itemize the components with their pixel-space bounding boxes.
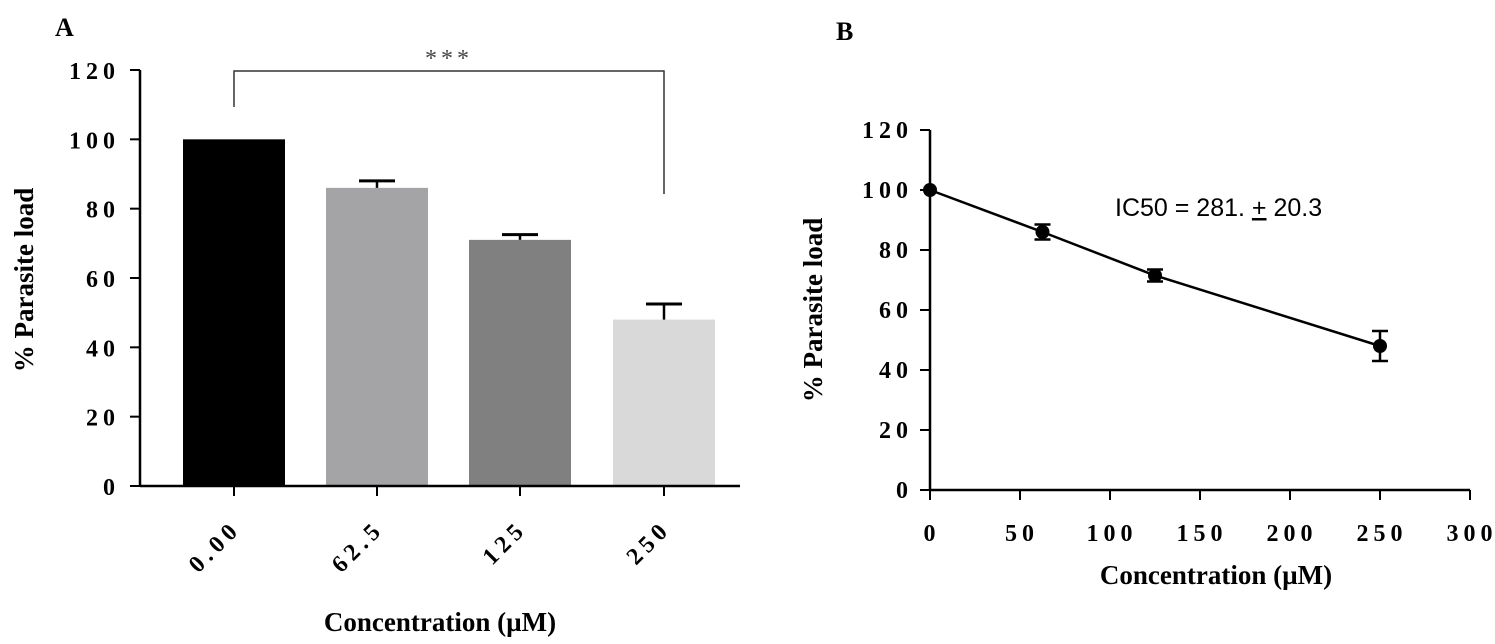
y-tick-label: 120 <box>862 118 913 144</box>
ic50-plus-minus: + <box>1252 194 1267 222</box>
ic50-suffix: 20.3 <box>1267 194 1323 222</box>
bar-125 <box>469 239 571 486</box>
y-tick-label: 40 <box>86 336 120 362</box>
y-tick-label: 100 <box>862 178 913 204</box>
x-tick-label: 100 <box>1087 521 1138 547</box>
ic50-annotation: IC50 = 281. + 20.3 <box>1115 194 1322 222</box>
point-group <box>923 183 1387 353</box>
bar-group <box>183 139 715 487</box>
panel-label-b: B <box>836 17 853 46</box>
y-tick-label: 60 <box>879 298 913 324</box>
error-bar-group <box>359 179 682 320</box>
y-tick-label: 0 <box>103 475 120 501</box>
x-axis-title-a: Concentration (µM) <box>324 607 556 637</box>
y-tick-label: 20 <box>879 418 913 444</box>
x-tick-label: 62.5 <box>327 516 389 578</box>
data-point-0 <box>923 183 937 197</box>
y-axis-title-b: % Parasite load <box>798 218 828 402</box>
x-ticks-a: 0.00 62.5 125 250 <box>184 486 676 578</box>
y-ticks-a: 0 20 40 60 80 100 120 <box>69 59 140 501</box>
x-tick-label: 250 <box>622 516 676 570</box>
series-line <box>929 188 1381 348</box>
x-tick-label: 0.00 <box>184 516 246 578</box>
bar-62.5 <box>326 187 428 486</box>
data-point-125 <box>1148 268 1162 283</box>
x-tick-label: 250 <box>1357 521 1408 547</box>
y-tick-label: 120 <box>69 59 120 85</box>
x-tick-label: 150 <box>1177 521 1228 547</box>
bar-250 <box>613 319 715 486</box>
y-tick-label: 0 <box>896 478 913 504</box>
y-ticks-b: 0 20 40 60 80 100 120 <box>862 118 930 504</box>
data-point-250 <box>1373 339 1387 353</box>
panel-label-a: A <box>55 13 74 42</box>
y-tick-label: 40 <box>879 358 913 384</box>
x-ticks-b: 0 50 100 150 200 250 300 <box>924 490 1495 547</box>
significance-stars: *** <box>425 46 473 72</box>
y-tick-label: 80 <box>879 238 913 264</box>
panel-a: A 0 20 40 60 80 100 120 0.00 62.5 125 250 *** % P… <box>9 13 740 637</box>
x-tick-label: 200 <box>1267 521 1318 547</box>
y-tick-label: 20 <box>86 406 120 432</box>
bar-0.00 <box>183 139 285 487</box>
y-tick-label: 80 <box>86 198 120 224</box>
panel-b: B 0 20 40 60 80 100 120 0 50 100 150 200 250 300 IC5… <box>798 17 1495 590</box>
x-tick-label: 300 <box>1447 521 1495 547</box>
y-tick-label: 100 <box>69 128 120 154</box>
x-tick-label: 125 <box>478 516 532 570</box>
y-axis-title-a: % Parasite load <box>9 188 39 372</box>
significance-bracket <box>233 70 665 194</box>
x-tick-label: 50 <box>1005 521 1039 547</box>
x-axis-title-b: Concentration (µM) <box>1100 560 1332 590</box>
y-tick-label: 60 <box>86 267 120 293</box>
data-point-62.5 <box>1035 225 1050 239</box>
x-tick-label: 0 <box>924 521 941 547</box>
ic50-prefix: IC50 = 281. <box>1115 194 1252 222</box>
